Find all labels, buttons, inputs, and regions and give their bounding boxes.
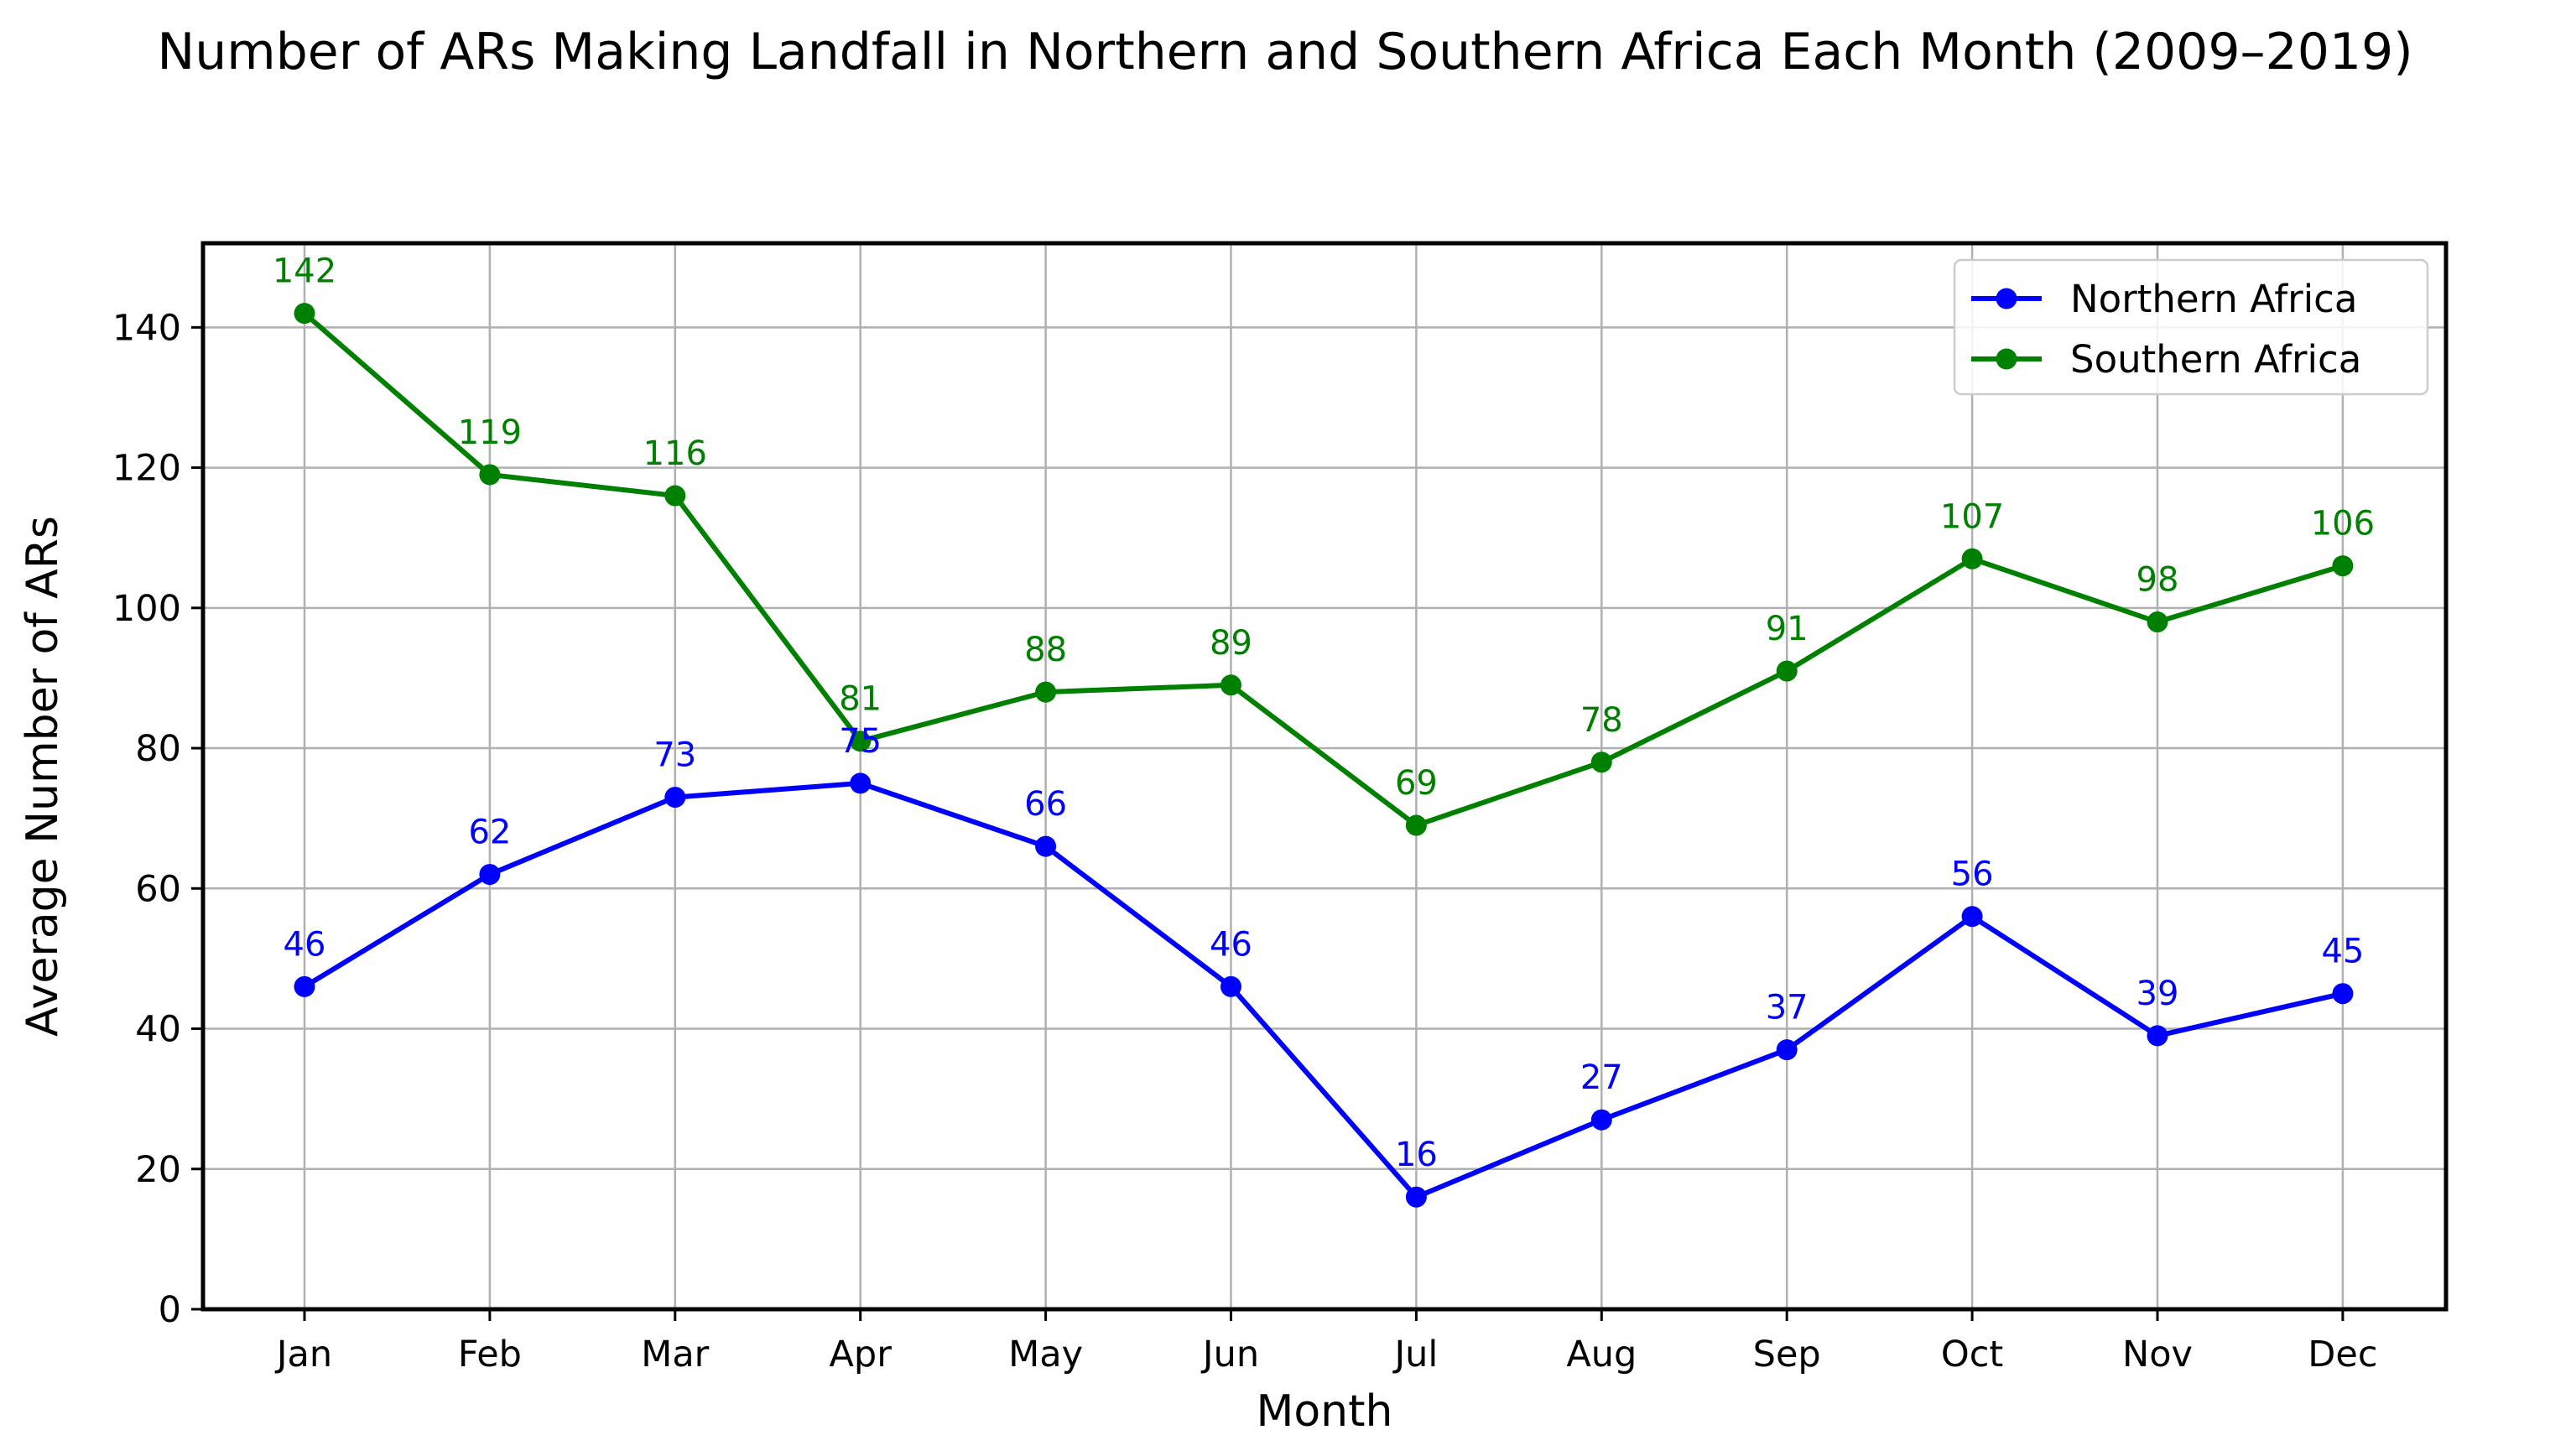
y-tick-label: 20 <box>135 1149 181 1191</box>
y-tick-label: 100 <box>112 588 181 630</box>
northern-africa-data-label: 56 <box>1951 855 1994 894</box>
x-tick-label: May <box>1008 1334 1083 1375</box>
x-tick-label: Nov <box>2122 1334 2193 1375</box>
x-tick-label: Sep <box>1753 1334 1821 1375</box>
southern-africa-point <box>294 303 315 325</box>
northern-africa-point <box>479 864 501 886</box>
x-tick-label: Jun <box>1200 1334 1259 1375</box>
x-tick-label: Aug <box>1566 1334 1637 1375</box>
southern-africa-data-label: 142 <box>273 252 336 291</box>
southern-africa-point <box>479 464 501 486</box>
y-tick-label: 60 <box>135 868 181 910</box>
chart-title: Number of ARs Making Landfall in Norther… <box>157 23 2412 81</box>
northern-africa-data-label: 37 <box>1766 989 1809 1027</box>
southern-africa-point <box>664 485 686 507</box>
y-tick-label: 80 <box>135 728 181 770</box>
southern-africa-data-label: 116 <box>643 434 707 473</box>
legend-northern-africa-marker <box>1996 288 2017 309</box>
southern-africa-point <box>1405 814 1427 836</box>
x-tick-label: Mar <box>641 1334 709 1375</box>
axes: Jan Feb Mar Apr May Jun Jul Aug Sep Oct Nov Dec 0 20 4… <box>112 307 2378 1375</box>
northern-africa-point <box>1961 906 1983 928</box>
x-axis-title: Month <box>1257 1386 1393 1437</box>
southern-africa-data-label: 89 <box>1210 624 1252 663</box>
southern-africa-data-label: 107 <box>1940 497 2004 536</box>
northern-africa-data-label: 45 <box>2321 933 2364 971</box>
northern-africa-line <box>302 780 2345 1200</box>
northern-africa-point <box>850 772 872 794</box>
legend-northern-africa-label: Northern Africa <box>2070 277 2357 321</box>
southern-africa-data-label: 119 <box>458 413 522 452</box>
northern-africa-data-label: 75 <box>839 722 882 761</box>
x-tick-label: Dec <box>2308 1334 2377 1375</box>
northern-africa-point <box>1405 1186 1427 1208</box>
southern-africa-data-label: 78 <box>1580 701 1623 740</box>
northern-africa-data-label: 62 <box>468 814 511 852</box>
northern-africa-point <box>1590 1109 1612 1131</box>
x-tick-label: Jan <box>274 1334 332 1375</box>
x-tick-label: Apr <box>830 1334 893 1375</box>
y-tick-label: 120 <box>112 448 181 490</box>
northern-africa-data-label: 46 <box>284 925 326 964</box>
legend-box <box>1953 258 2429 396</box>
southern-africa-point <box>2147 611 2168 633</box>
southern-africa-point <box>1776 660 1798 682</box>
northern-africa-data-label: 66 <box>1024 785 1067 824</box>
northern-africa-point <box>1776 1039 1798 1061</box>
southern-africa-point <box>2332 555 2354 577</box>
x-tick-label: Oct <box>1941 1334 2003 1375</box>
legend-southern-africa-label: Southern Africa <box>2070 337 2361 382</box>
southern-africa-point <box>1590 751 1612 773</box>
x-tick-label: Jul <box>1392 1334 1438 1375</box>
y-axis-title: Average Number of ARs <box>18 516 68 1037</box>
northern-africa-data-label: 73 <box>653 736 696 775</box>
y-tick-label: 0 <box>159 1289 181 1331</box>
y-tick-label: 140 <box>112 307 181 349</box>
northern-africa-data-label: 46 <box>1210 925 1252 964</box>
northern-africa-point <box>294 975 315 997</box>
northern-africa-data-label: 16 <box>1395 1136 1438 1174</box>
legend: Northern Africa Southern Africa <box>1953 258 2429 396</box>
northern-africa-point <box>1035 835 1057 857</box>
series-layer <box>294 303 2354 1208</box>
southern-africa-data-label: 106 <box>2311 505 2375 543</box>
northern-africa-data-label: 27 <box>1580 1058 1623 1097</box>
plot-frame <box>200 241 2449 1312</box>
southern-africa-point <box>850 731 872 752</box>
southern-africa-data-label: 69 <box>1395 764 1438 803</box>
northern-africa-data-label: 39 <box>2136 975 2179 1013</box>
southern-africa-data-label: 88 <box>1024 631 1067 669</box>
southern-africa-line <box>302 310 2345 829</box>
northern-africa-point <box>664 787 686 809</box>
data-labels: 46 62 73 75 66 46 16 27 37 56 39 45 142 119 116 81 88 89 6… <box>273 252 2375 1175</box>
northern-africa-point <box>1220 975 1241 997</box>
northern-africa-point <box>2147 1025 2168 1047</box>
southern-africa-point <box>1220 674 1241 696</box>
northern-africa-point <box>2332 983 2354 1005</box>
southern-africa-data-label: 81 <box>839 680 882 719</box>
y-tick-label: 40 <box>135 1009 181 1051</box>
southern-africa-data-label: 91 <box>1766 610 1809 648</box>
southern-africa-data-label: 98 <box>2136 561 2179 600</box>
southern-africa-point <box>1035 681 1057 703</box>
x-tick-label: Feb <box>458 1334 522 1375</box>
southern-africa-point <box>1961 548 1983 569</box>
legend-southern-africa-marker <box>1996 348 2017 370</box>
